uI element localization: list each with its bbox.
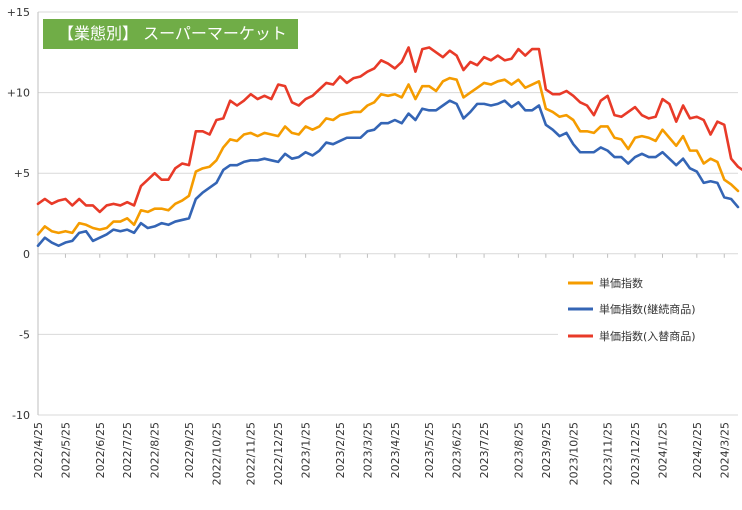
- y-tick-label: -5: [19, 328, 30, 341]
- x-tick-label: 2023/9/25: [540, 422, 553, 478]
- x-tick-label: 2022/12/25: [272, 422, 285, 485]
- x-tick-label: 2022/8/25: [149, 422, 162, 478]
- x-tick-label: 2023/8/25: [512, 422, 525, 478]
- title-background: [43, 19, 298, 49]
- x-tick-label: 2024/3/25: [718, 422, 731, 478]
- legend-label: 単価指数(継続商品): [599, 302, 696, 316]
- chart-title: 【業態別】 スーパーマーケット: [58, 24, 287, 43]
- chart-title-box: 【業態別】 スーパーマーケット: [43, 19, 298, 49]
- x-tick-label: 2022/7/25: [121, 422, 134, 478]
- x-tick-label: 2023/2/25: [334, 422, 347, 478]
- series-line-2: [36, 99, 740, 248]
- x-tick-label: 2022/4/25: [32, 422, 45, 478]
- x-tick-label: 2023/11/25: [602, 422, 615, 485]
- series-lines: [36, 46, 742, 248]
- x-tick-label: 2023/10/25: [567, 422, 580, 485]
- y-tick-label: -10: [12, 409, 30, 422]
- x-tick-label: 2023/6/25: [451, 422, 464, 478]
- legend-label: 単価指数(入替商品): [599, 329, 696, 343]
- x-tick-label: 2022/6/25: [94, 422, 107, 478]
- y-axis-ticks: +15 +10 +5 0 -5 -10: [7, 6, 30, 422]
- series-line-1: [36, 76, 740, 236]
- legend-label: 単価指数: [599, 276, 643, 290]
- y-tick-label: 0: [23, 248, 30, 261]
- x-tick-label: 2024/2/25: [691, 422, 704, 478]
- x-tick-label: 2023/12/25: [629, 422, 642, 485]
- x-tick-label: 2023/4/25: [389, 422, 402, 478]
- y-tick-label: +10: [7, 87, 30, 100]
- x-tick-label: 2023/1/25: [300, 422, 313, 478]
- x-tick-label: 2022/11/25: [245, 422, 258, 485]
- x-axis-ticks: 2022/4/25 2022/5/25 2022/6/25 2022/7/25 2022…: [32, 253, 731, 485]
- x-tick-label: 2023/5/25: [423, 422, 436, 478]
- x-tick-label: 2022/10/25: [210, 422, 223, 485]
- x-tick-label: 2023/7/25: [478, 422, 491, 478]
- x-tick-label: 2022/5/25: [59, 422, 72, 478]
- x-tick-label: 2024/1/25: [657, 422, 670, 478]
- series-line-3: [36, 46, 742, 214]
- y-tick-label: +15: [7, 6, 30, 19]
- x-tick-label: 2022/9/25: [183, 422, 196, 478]
- x-tick-label: 2023/3/25: [361, 422, 374, 478]
- y-tick-label: +5: [14, 167, 30, 180]
